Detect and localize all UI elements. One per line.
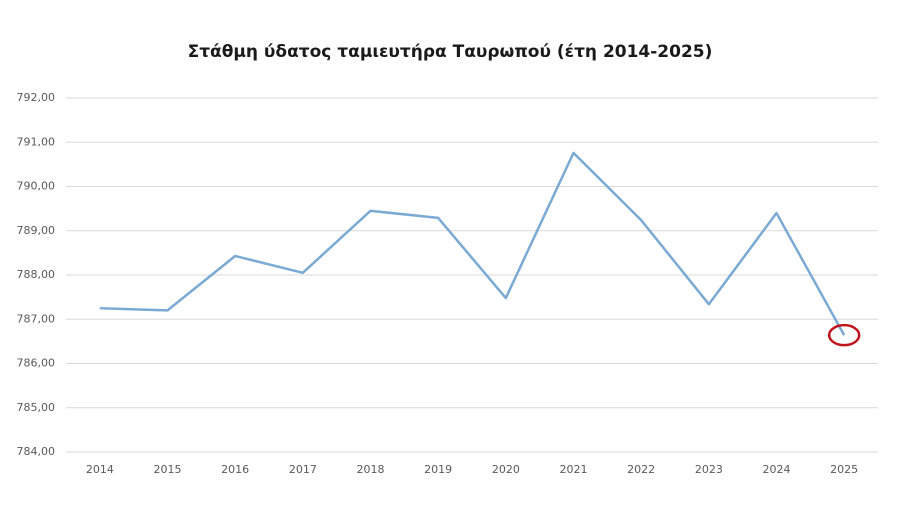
chart-title: Στάθμη ύδατος ταμιευτήρα Ταυρωπού (έτη 2… [188,42,713,62]
highlight-circle [827,323,861,347]
x-tick-label: 2021 [560,463,588,476]
x-tick-label: 2023 [695,463,723,476]
x-tick-label: 2016 [221,463,249,476]
data-line [99,151,846,336]
y-tick-label: 790,00 [17,180,56,193]
y-tick-label: 787,00 [17,312,56,325]
x-tick-label: 2015 [154,463,182,476]
x-tick-label: 2019 [424,463,452,476]
y-tick-label: 791,00 [17,135,56,148]
y-tick-label: 784,00 [17,445,56,458]
y-tick-label: 789,00 [17,224,56,237]
y-tick-label: 788,00 [17,268,56,281]
y-tick-label: 785,00 [17,401,56,414]
y-tick-label: 792,00 [17,91,56,104]
x-tick-label: 2018 [357,463,385,476]
x-tick-label: 2024 [763,463,791,476]
x-tick-label: 2020 [492,463,520,476]
x-tick-label: 2017 [289,463,317,476]
x-tick-label: 2022 [627,463,655,476]
x-tick-label: 2025 [830,463,858,476]
x-tick-label: 2014 [86,463,114,476]
y-tick-label: 786,00 [17,357,56,370]
